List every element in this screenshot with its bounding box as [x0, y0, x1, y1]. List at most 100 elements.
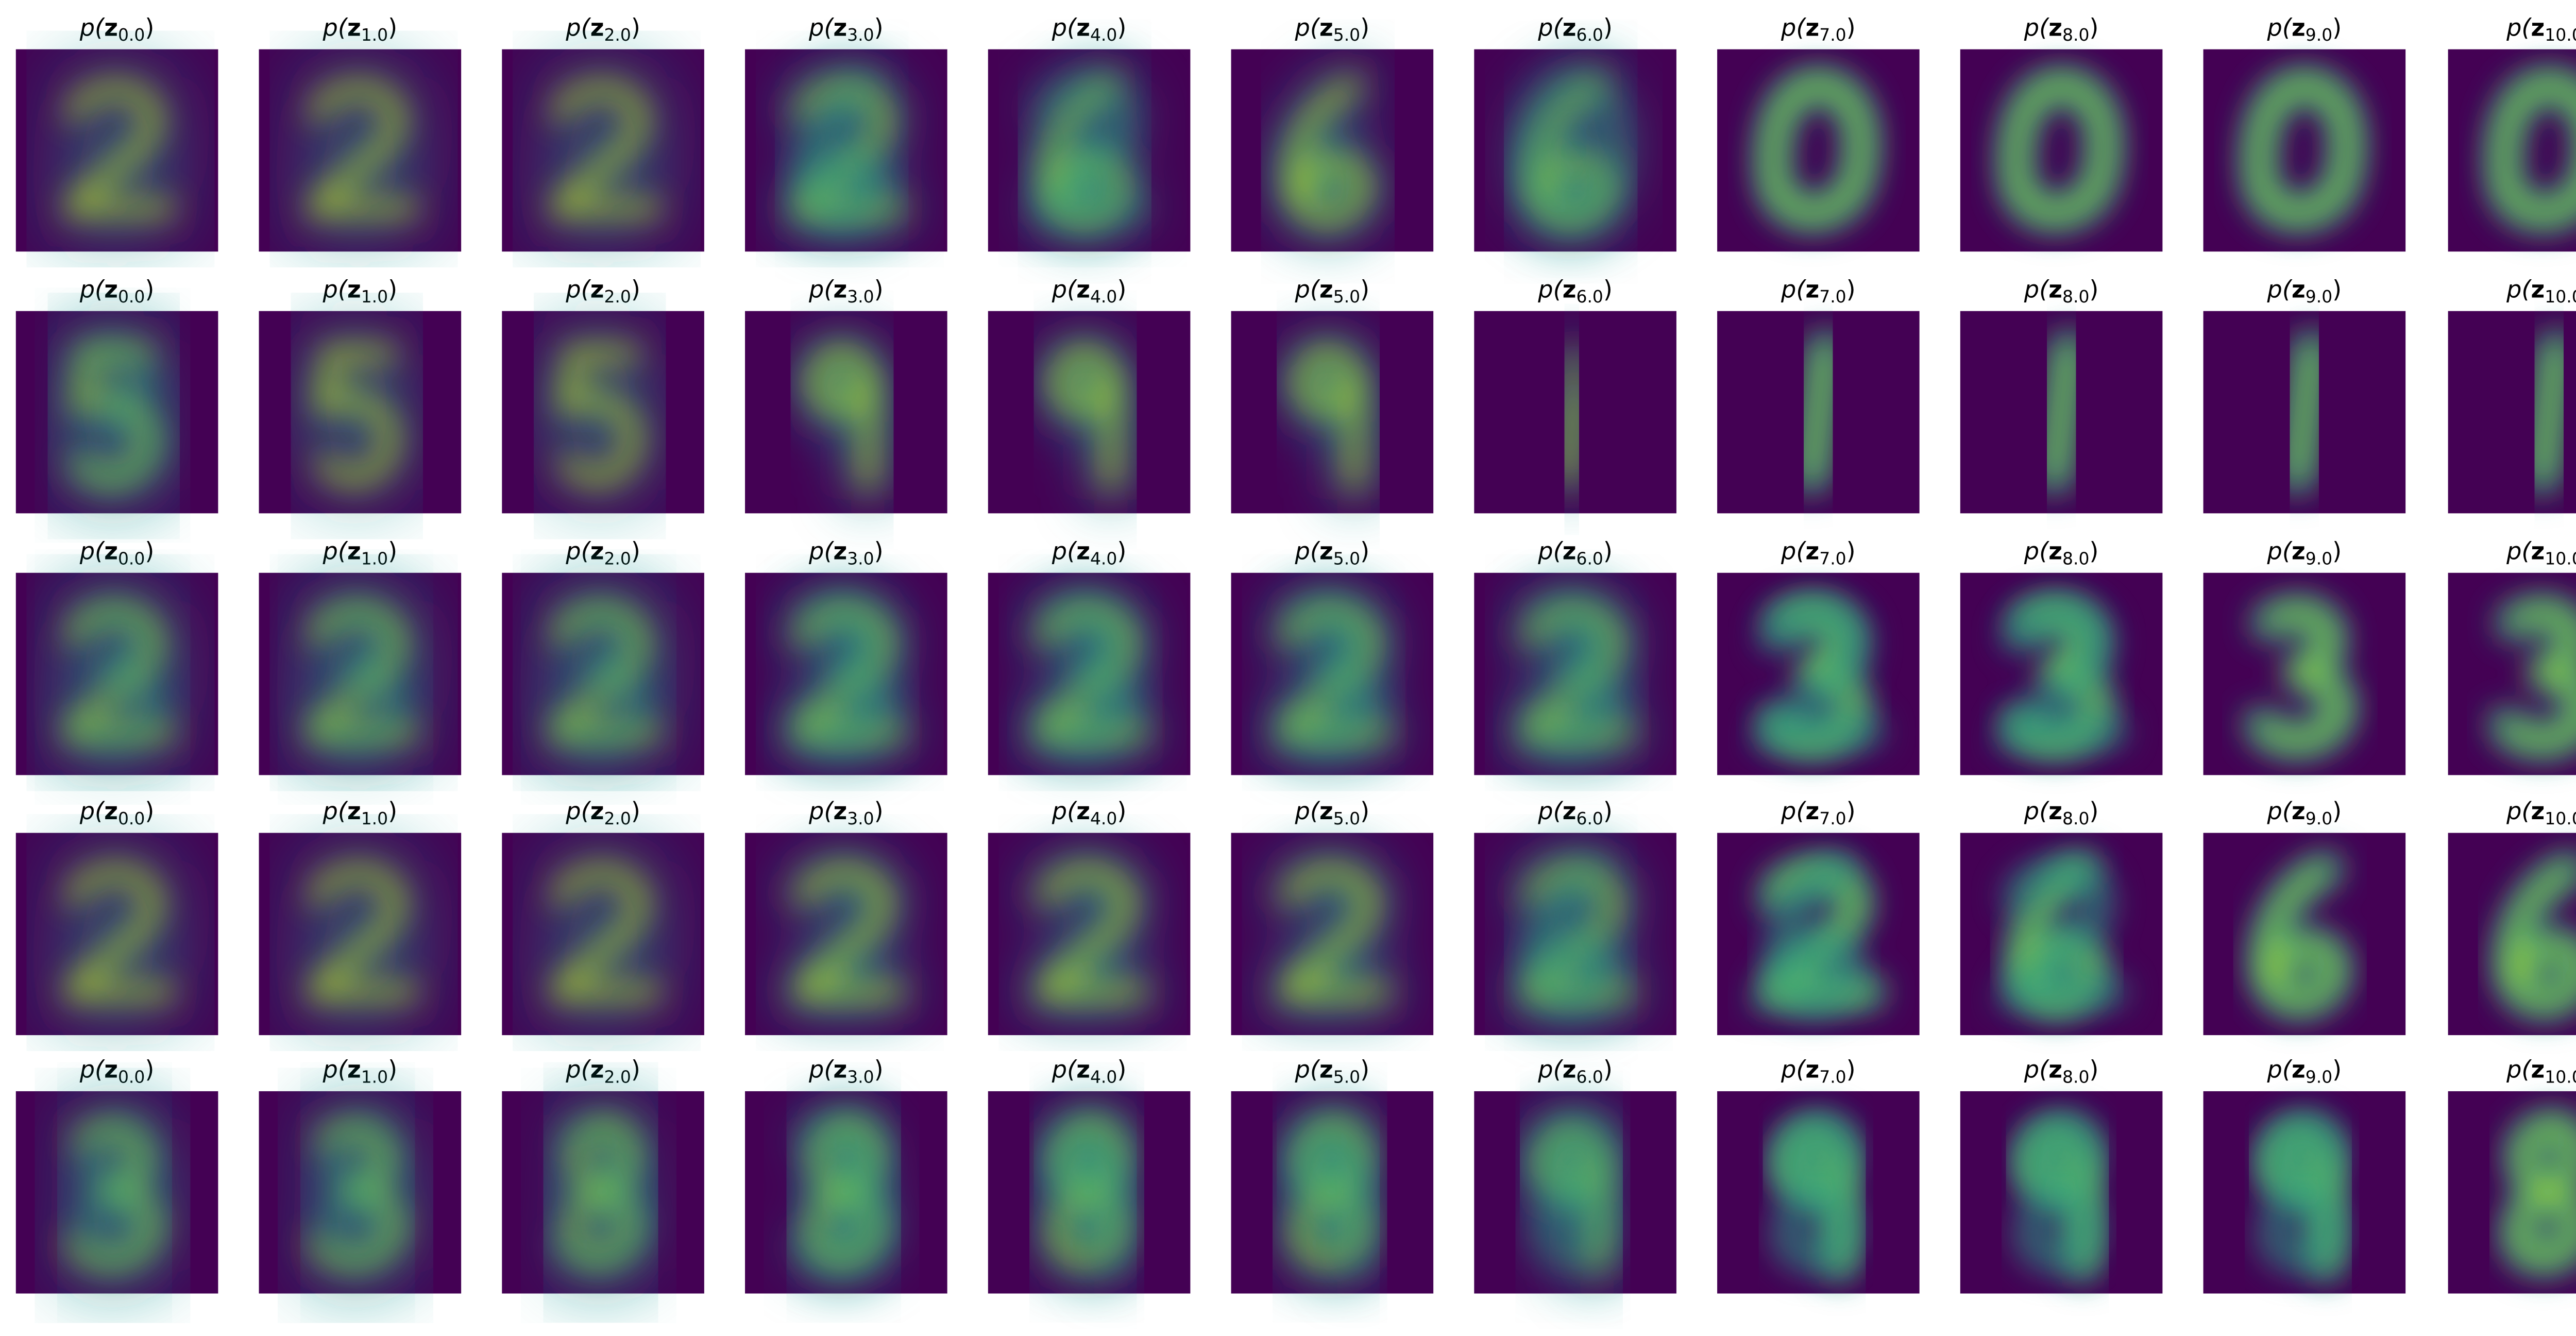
- panel-title: p(z9.0): [2267, 13, 2342, 45]
- digit-strokes: [533, 857, 670, 1008]
- title-function: p(: [79, 13, 105, 41]
- title-close: ): [631, 797, 640, 825]
- title-close: ): [2089, 537, 2098, 565]
- stroke-core: [2266, 1120, 2338, 1265]
- panel-title: p(z4.0): [1052, 537, 1127, 568]
- title-function: p(: [1781, 537, 1806, 565]
- stroke-core: [795, 606, 888, 748]
- digit-image: [15, 49, 218, 252]
- title-subscript: 1.0: [361, 286, 388, 307]
- title-close: ): [1603, 537, 1613, 565]
- title-subscript: 5.0: [1333, 25, 1360, 45]
- title-subscript: 3.0: [847, 286, 874, 307]
- panel-title: p(z2.0): [565, 537, 640, 568]
- digit-image: [1231, 49, 1434, 252]
- panel-title: p(z5.0): [1295, 797, 1370, 828]
- title-variable: z: [2292, 537, 2306, 565]
- stroke-core: [2047, 340, 2076, 485]
- title-function: p(: [1295, 275, 1320, 303]
- panel-title: p(z3.0): [808, 275, 884, 307]
- title-close: ): [1846, 797, 1856, 825]
- digit-image: [1231, 311, 1434, 514]
- stroke-core: [809, 348, 875, 492]
- digit-strokes: [1286, 339, 1370, 501]
- panel-title: p(z0.0): [79, 1056, 155, 1087]
- title-variable: z: [1076, 797, 1090, 825]
- digit-image: [2203, 833, 2406, 1036]
- digit-strokes: [2242, 69, 2364, 230]
- panel-title: p(z2.0): [565, 13, 640, 45]
- title-close: ): [1360, 797, 1369, 825]
- title-variable: z: [2531, 1056, 2545, 1084]
- title-subscript: 5.0: [1333, 808, 1360, 828]
- digit-image: [15, 311, 218, 514]
- stroke-core: [2008, 78, 2112, 221]
- title-subscript: 3.0: [847, 25, 874, 45]
- title-function: p(: [1295, 537, 1320, 565]
- title-function: p(: [565, 797, 591, 825]
- title-subscript: 5.0: [1333, 1067, 1360, 1087]
- digit-strokes: [1991, 597, 2128, 757]
- digit-strokes: [2487, 69, 2576, 230]
- title-subscript: 6.0: [1576, 25, 1603, 45]
- title-function: p(: [2267, 1056, 2293, 1084]
- title-variable: z: [2531, 275, 2545, 303]
- stroke-core: [2496, 78, 2576, 221]
- panel-title: p(z9.0): [2267, 537, 2342, 568]
- digit-strokes: [1019, 597, 1156, 757]
- stroke-core: [1530, 861, 1612, 1008]
- panel-title: p(z8.0): [2024, 275, 2099, 307]
- title-function: p(: [565, 275, 591, 303]
- title-subscript: 7.0: [1819, 286, 1846, 307]
- title-subscript: 2.0: [604, 548, 631, 568]
- stroke-core: [1537, 1120, 1609, 1265]
- title-function: p(: [1537, 537, 1563, 565]
- digit-image: [1960, 311, 2163, 514]
- title-function: p(: [2267, 275, 2293, 303]
- title-close: ): [2332, 537, 2342, 565]
- title-close: ): [2332, 797, 2342, 825]
- title-subscript: 8.0: [2062, 25, 2089, 45]
- digit-strokes: [2502, 1111, 2576, 1274]
- digit-strokes: [2014, 1111, 2104, 1281]
- digit-image: [15, 572, 218, 775]
- title-variable: z: [1319, 537, 1333, 565]
- title-function: p(: [1052, 1056, 1077, 1084]
- stroke-core: [2023, 1120, 2095, 1265]
- stroke-core: [304, 82, 418, 216]
- title-close: ): [1603, 797, 1613, 825]
- title-close: ): [388, 537, 397, 565]
- digit-image: [1474, 572, 1676, 775]
- title-close: ): [2089, 797, 2098, 825]
- panel-title: p(z9.0): [2267, 275, 2342, 307]
- digit-image: [1717, 833, 1920, 1036]
- title-close: ): [1117, 797, 1126, 825]
- digit-image: [1474, 1091, 1676, 1294]
- title-variable: z: [1563, 13, 1577, 41]
- stroke-core: [1038, 606, 1131, 748]
- stroke-core: [66, 606, 159, 748]
- title-subscript: 9.0: [2306, 286, 2332, 307]
- stroke-core: [1034, 82, 1147, 216]
- digit-strokes: [290, 857, 427, 1008]
- title-subscript: 2.0: [604, 286, 631, 307]
- panel-title: p(z4.0): [1052, 797, 1127, 828]
- digit-strokes: [2257, 1111, 2347, 1281]
- title-close: ): [145, 13, 154, 41]
- stroke-core: [558, 347, 640, 485]
- digit-strokes: [776, 597, 913, 757]
- panel-title: p(z0.0): [79, 797, 155, 828]
- title-variable: z: [347, 275, 361, 303]
- digit-image: [1474, 49, 1676, 252]
- title-close: ): [388, 275, 397, 303]
- stroke-core: [1287, 78, 1368, 225]
- title-variable: z: [590, 1056, 604, 1084]
- digit-image: [259, 572, 462, 775]
- title-subscript: 4.0: [1090, 808, 1117, 828]
- title-variable: z: [2048, 275, 2062, 303]
- stroke-core: [1295, 348, 1361, 492]
- digit-image: [1231, 1091, 1434, 1294]
- title-close: ): [388, 797, 397, 825]
- title-close: ): [388, 13, 397, 41]
- title-subscript: 3.0: [847, 808, 874, 828]
